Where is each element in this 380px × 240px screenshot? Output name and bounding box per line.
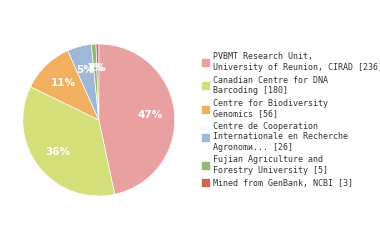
- Wedge shape: [30, 51, 99, 120]
- Text: 11%: 11%: [50, 78, 75, 88]
- Wedge shape: [23, 87, 115, 196]
- Text: 1%: 1%: [89, 63, 107, 73]
- Wedge shape: [99, 44, 175, 194]
- Text: 1%: 1%: [86, 63, 104, 73]
- Text: 5%: 5%: [77, 65, 94, 75]
- Text: 47%: 47%: [138, 109, 163, 120]
- Wedge shape: [96, 44, 99, 120]
- Wedge shape: [68, 44, 99, 120]
- Wedge shape: [91, 44, 99, 120]
- Text: 36%: 36%: [46, 147, 71, 157]
- Legend: PVBMT Research Unit,
University of Reunion, CIRAD [236], Canadian Centre for DNA: PVBMT Research Unit, University of Reuni…: [202, 52, 380, 188]
